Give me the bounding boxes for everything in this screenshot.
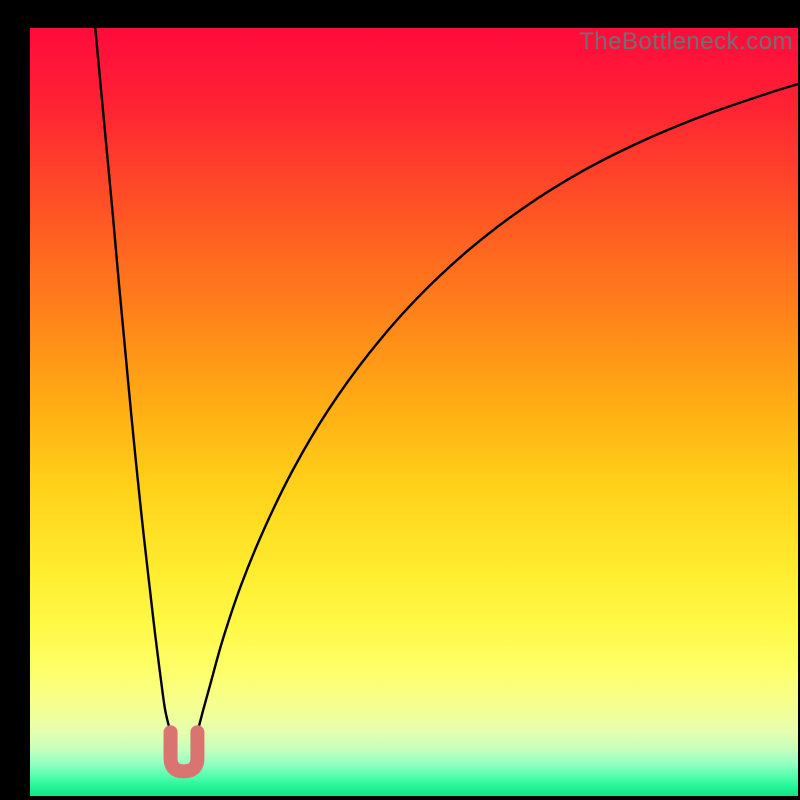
trough-marker: [171, 732, 198, 771]
chart-stage: TheBottleneck.com: [0, 0, 800, 800]
bottleneck-curve: [30, 28, 798, 796]
curve-right-branch: [197, 84, 798, 732]
curve-left-branch: [95, 28, 170, 732]
plot-area: TheBottleneck.com: [30, 28, 798, 796]
